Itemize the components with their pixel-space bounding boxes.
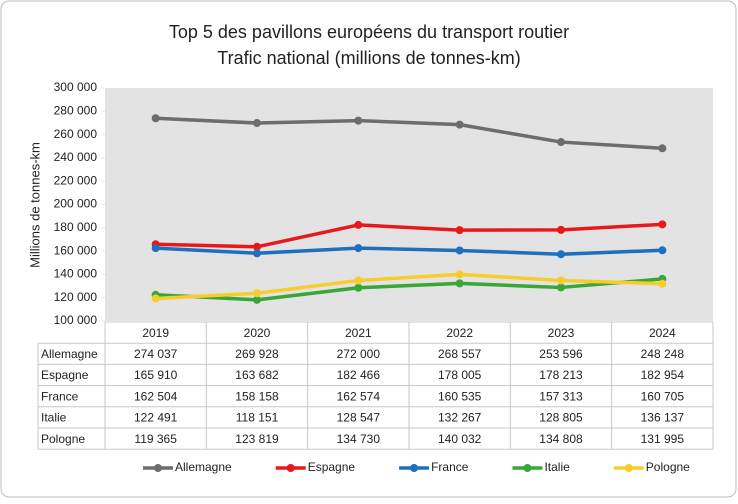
table-cell: 160 535 (438, 389, 482, 403)
legend-label: France (431, 460, 469, 474)
series-marker (253, 295, 261, 304)
table-cell: 123 819 (235, 432, 279, 446)
table-cell: 165 910 (134, 368, 178, 382)
series-marker (557, 225, 565, 234)
series-line (155, 272, 663, 301)
table-cell: 269 928 (235, 347, 279, 361)
series-marker (455, 226, 464, 235)
legend-label: Pologne (646, 460, 690, 474)
table-row-label: Pologne (41, 432, 85, 446)
y-tick-label: 260 000 (54, 127, 98, 141)
series-marker (557, 138, 565, 147)
series-marker (354, 220, 363, 229)
series-marker (455, 270, 464, 279)
legend-marker (410, 464, 419, 472)
y-tick-label: 180 000 (54, 220, 98, 234)
series-line (155, 246, 663, 256)
y-axis-label: Millions de tonnes-km (27, 142, 42, 268)
table-cell: 178 213 (539, 368, 583, 382)
x-tick-label: 2020 (244, 326, 271, 340)
series-marker (658, 220, 667, 229)
table-cell: 131 995 (641, 432, 685, 446)
y-tick-label: 200 000 (54, 197, 98, 211)
y-tick-label: 240 000 (54, 150, 98, 164)
table-cell: 162 574 (337, 389, 381, 403)
table-cell: 182 466 (337, 368, 381, 382)
table-cell: 268 557 (438, 347, 482, 361)
y-tick-label: 140 000 (54, 267, 98, 281)
legend-marker (523, 464, 532, 472)
table-row-label: Espagne (41, 368, 89, 382)
table-cell: 128 805 (539, 411, 583, 425)
table-row-label: France (41, 389, 79, 403)
series-marker (253, 119, 261, 128)
series-marker (557, 250, 565, 259)
y-tick-label: 100 000 (54, 313, 98, 327)
series-marker (354, 244, 363, 253)
legend-marker (624, 464, 633, 472)
legend-marker (286, 464, 295, 472)
series-marker (354, 276, 363, 285)
series-marker (253, 242, 261, 251)
series-marker (455, 246, 464, 255)
series-marker (658, 144, 667, 153)
table-cell: 119 365 (134, 432, 177, 446)
x-tick-label: 2021 (345, 326, 372, 340)
table-cell: 157 313 (539, 389, 583, 403)
x-tick-label: 2024 (649, 326, 676, 340)
series-line (155, 277, 663, 302)
table-cell: 182 954 (641, 368, 685, 382)
chart-title: Top 5 des pavillons européens du transpo… (169, 22, 569, 42)
legend-marker (154, 464, 162, 472)
series-marker (658, 279, 667, 288)
table-cell: 158 158 (235, 389, 279, 403)
y-tick-label: 120 000 (54, 290, 98, 304)
legend-label: Italie (544, 460, 570, 474)
table-cell: 272 000 (337, 347, 381, 361)
chart-subtitle: Trafic national (millions de tonnes-km) (217, 48, 520, 68)
series-marker (658, 246, 667, 255)
legend-label: Allemagne (175, 460, 232, 474)
series-marker (253, 289, 261, 298)
x-tick-label: 2023 (548, 326, 575, 340)
table-cell: 118 151 (236, 411, 279, 425)
y-tick-label: 160 000 (54, 243, 98, 257)
series-marker (151, 244, 160, 253)
series-line (155, 222, 663, 249)
y-tick-label: 220 000 (54, 173, 98, 187)
table-cell: 134 730 (337, 432, 381, 446)
x-tick-label: 2022 (446, 326, 473, 340)
table-row-label: Allemagne (41, 347, 98, 361)
y-tick-label: 300 000 (54, 80, 98, 94)
table-cell: 132 267 (438, 411, 482, 425)
table-cell: 122 491 (134, 411, 178, 425)
table-cell: 163 682 (235, 368, 279, 382)
series-marker (455, 120, 464, 129)
series-marker (151, 294, 160, 303)
series-marker (557, 276, 565, 285)
table-cell: 178 005 (438, 368, 482, 382)
series-marker (455, 279, 464, 288)
series-marker (354, 116, 363, 125)
table-row-label: Italie (41, 411, 67, 425)
table-cell: 140 032 (438, 432, 482, 446)
series-marker (151, 114, 160, 123)
series-marker (557, 283, 565, 292)
table-cell: 253 596 (539, 347, 583, 361)
table-cell: 160 705 (641, 389, 685, 403)
x-tick-label: 2019 (142, 326, 169, 340)
legend-label: Espagne (308, 460, 356, 474)
series-marker (354, 283, 363, 292)
table-cell: 162 504 (134, 389, 178, 403)
y-tick-label: 280 000 (54, 103, 98, 117)
table-cell: 128 547 (337, 411, 381, 425)
series-marker (253, 249, 261, 258)
table-cell: 248 248 (641, 347, 685, 361)
series-line (155, 116, 663, 151)
table-cell: 136 137 (641, 411, 685, 425)
table-cell: 134 808 (539, 432, 583, 446)
table-cell: 274 037 (134, 347, 178, 361)
